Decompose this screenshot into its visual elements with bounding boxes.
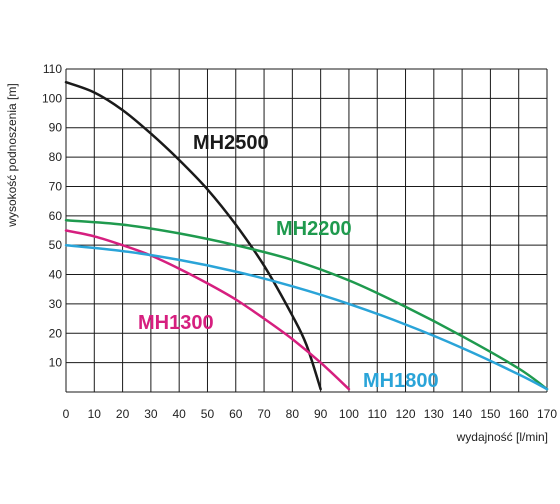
x-tick-label-160: 160 [509, 407, 529, 421]
series-line-mh1800 [64, 243, 549, 391]
y-tick-label-70: 70 [49, 179, 63, 193]
series-label-mh2500: MH2500 [193, 132, 269, 154]
y-tick-label-100: 100 [42, 91, 62, 105]
series-label-mh1800: MH1800 [363, 370, 439, 392]
x-tick-label-40: 40 [172, 407, 186, 421]
x-tick-label-90: 90 [314, 407, 328, 421]
y-tick-label-30: 30 [49, 297, 63, 311]
x-tick-labels: 0 10 20 30 40 50 60 70 80 90 100 110 120 130 140 150 160… [63, 407, 558, 421]
x-tick-label-30: 30 [144, 407, 158, 421]
x-tick-label-150: 150 [480, 407, 500, 421]
x-tick-label-20: 20 [116, 407, 130, 421]
series-labels: MH2500 MH2200 MH1300 MH1800 [138, 132, 439, 392]
series-label-mh2200: MH2200 [276, 218, 352, 240]
y-axis-title: wysokość podnoszenia [m] [5, 83, 19, 227]
x-axis-title: wydajność [l/min] [456, 430, 548, 444]
y-tick-label-20: 20 [49, 326, 63, 340]
x-tick-label-100: 100 [339, 407, 359, 421]
x-tick-label-120: 120 [396, 407, 416, 421]
x-tick-label-80: 80 [286, 407, 300, 421]
series-line-mh2200 [64, 218, 549, 391]
x-tick-label-10: 10 [88, 407, 102, 421]
x-tick-label-70: 70 [257, 407, 271, 421]
grid [65, 68, 548, 393]
y-tick-label-50: 50 [49, 238, 63, 252]
x-tick-label-130: 130 [424, 407, 444, 421]
y-tick-label-60: 60 [49, 209, 63, 223]
x-tick-label-60: 60 [229, 407, 243, 421]
series-label-mh1300: MH1300 [138, 312, 214, 334]
y-tick-labels: 10 20 30 40 50 60 70 80 90 100 110 [42, 62, 62, 370]
x-tick-label-50: 50 [201, 407, 215, 421]
x-tick-label-0: 0 [63, 407, 70, 421]
x-tick-label-170: 170 [537, 407, 557, 421]
curves [64, 80, 549, 391]
y-tick-label-110: 110 [43, 62, 62, 76]
x-tick-label-110: 110 [368, 407, 387, 421]
series-line-mh1300 [64, 229, 351, 391]
series-line-mh2500 [64, 80, 322, 391]
y-tick-label-90: 90 [49, 121, 63, 135]
y-tick-label-40: 40 [49, 268, 63, 282]
y-tick-label-10: 10 [49, 356, 63, 370]
y-tick-label-80: 80 [49, 150, 63, 164]
x-tick-label-140: 140 [452, 407, 472, 421]
